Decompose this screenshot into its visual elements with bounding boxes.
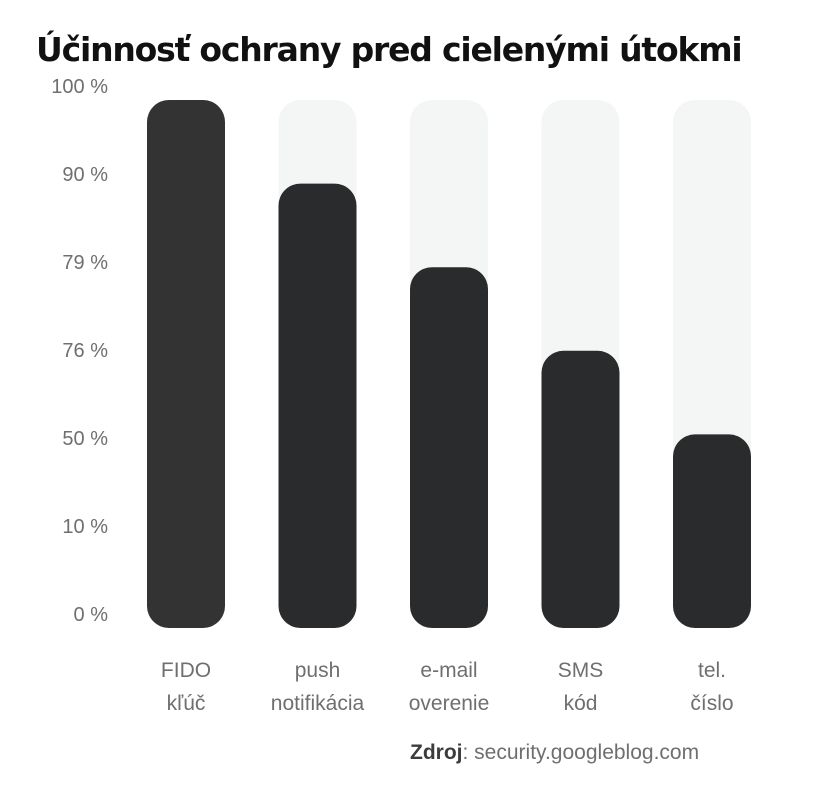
bar bbox=[147, 100, 225, 628]
x-tick-label: push bbox=[295, 659, 341, 682]
y-tick-label: 90 % bbox=[62, 164, 108, 186]
chart-title: Účinnosť ochrany pred cielenými útokmi bbox=[36, 30, 743, 69]
source-note: Zdroj: security.googleblog.com bbox=[410, 741, 699, 765]
y-tick-label: 79 % bbox=[62, 252, 108, 274]
y-tick-label: 100 % bbox=[51, 76, 108, 98]
source-separator: : bbox=[462, 741, 469, 764]
x-tick-label: kód bbox=[564, 692, 598, 715]
bars bbox=[147, 100, 751, 628]
y-tick-label: 50 % bbox=[62, 428, 108, 450]
y-tick-label: 10 % bbox=[62, 516, 108, 538]
y-tick-label: 0 % bbox=[74, 604, 109, 626]
x-tick-label: overenie bbox=[409, 692, 490, 715]
x-tick-label: notifikácia bbox=[271, 692, 365, 715]
bar bbox=[541, 350, 620, 628]
x-tick-label: kľúč bbox=[167, 692, 206, 715]
bar bbox=[673, 434, 751, 628]
source-url: security.googleblog.com bbox=[468, 741, 700, 764]
x-tick-label: FIDO bbox=[161, 659, 211, 682]
source-label: Zdroj bbox=[410, 741, 463, 764]
x-axis-labels: FIDO kľúč push notifikácia e-mail overenie SMS… bbox=[161, 659, 734, 715]
bar bbox=[278, 183, 357, 628]
x-tick-label: SMS bbox=[558, 659, 604, 682]
y-axis-ticks: 0 % 10 % 50 % 76 % 79 % 90 % 100 % bbox=[51, 76, 108, 626]
bar bbox=[410, 267, 488, 628]
x-tick-label: e-mail bbox=[420, 659, 477, 682]
x-tick-label: číslo bbox=[690, 692, 733, 715]
y-tick-label: 76 % bbox=[62, 340, 108, 362]
x-tick-label: tel. bbox=[698, 659, 726, 682]
